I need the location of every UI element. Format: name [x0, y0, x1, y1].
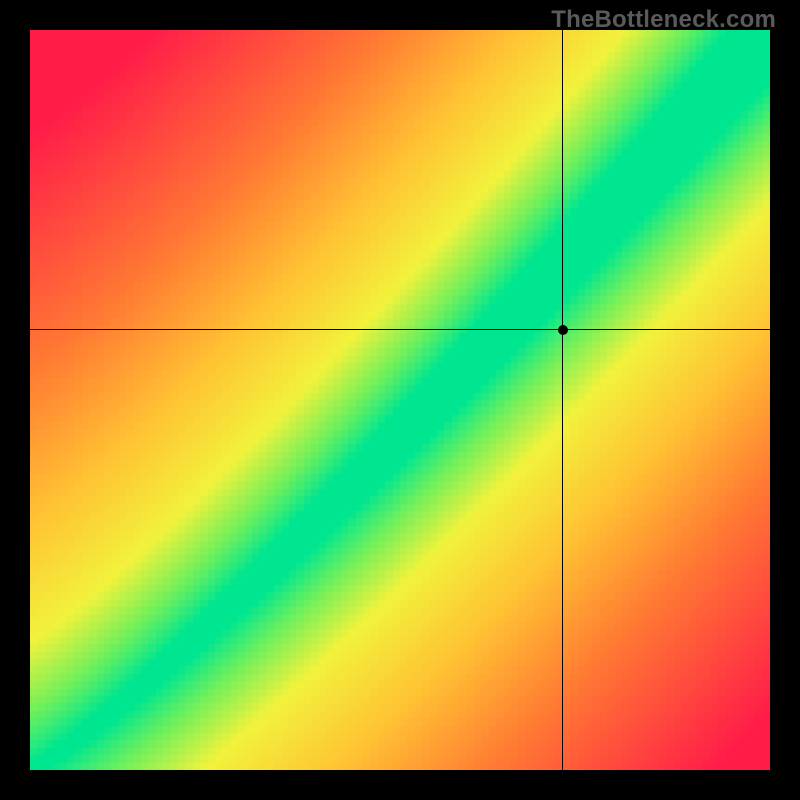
crosshair-horizontal: [30, 329, 770, 330]
crosshair-marker: [558, 325, 568, 335]
crosshair-vertical: [562, 30, 563, 770]
figure-container: TheBottleneck.com: [0, 0, 800, 800]
watermark-text: TheBottleneck.com: [551, 6, 776, 34]
heatmap-canvas: [30, 30, 770, 770]
